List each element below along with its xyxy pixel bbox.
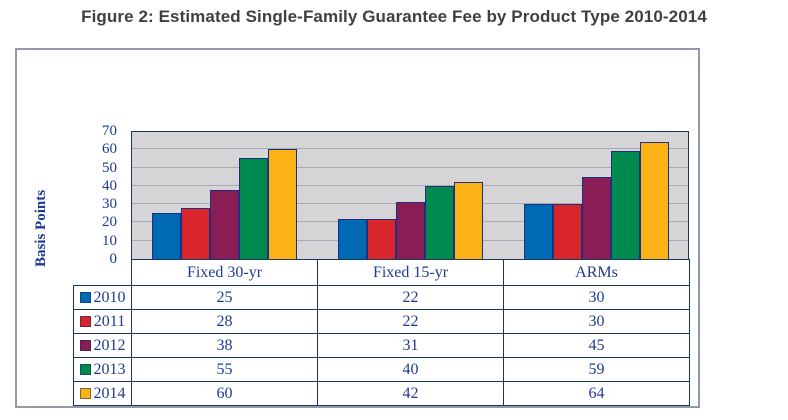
legend-year-label: 2012 <box>93 336 126 354</box>
value-cell-2014-arms: 64 <box>503 381 690 406</box>
bar-2010-fixed-15-yr <box>337 219 367 259</box>
table-row-2013: 2013 55 40 59 <box>73 357 690 382</box>
figure-box: Basis Points Fixed 30-yr Fixed 15-yr ARMs 2… <box>15 48 700 408</box>
bar-group-fixed-30-yr <box>131 131 317 259</box>
legend-year-label: 2011 <box>93 312 126 330</box>
legend-swatch-2010 <box>79 291 91 303</box>
figure-title: Figure 2: Estimated Single-Family Guaran… <box>81 7 707 26</box>
value-cell-2013-fixed-30-yr: 55 <box>131 357 318 382</box>
value-cell-2011-fixed-15-yr: 22 <box>317 309 504 334</box>
legend-year-label: 2013 <box>93 360 126 378</box>
value-cell-2011-arms: 30 <box>503 309 690 334</box>
bar-2014-arms <box>639 142 669 259</box>
legend-cell-2011: 2011 <box>73 309 132 334</box>
legend-swatch-2013 <box>79 363 91 375</box>
bar-group-arms <box>503 131 689 259</box>
y-tick-label: 40 <box>102 177 117 194</box>
gridline <box>132 184 688 186</box>
column-header-fixed-30-yr: Fixed 30-yr <box>131 259 318 286</box>
table-row-2011: 2011 28 22 30 <box>73 309 690 334</box>
value-cell-2012-fixed-30-yr: 38 <box>131 333 318 358</box>
legend-cell-2013: 2013 <box>73 357 132 382</box>
bar-2011-fixed-15-yr <box>366 219 396 259</box>
value-cell-2012-fixed-15-yr: 31 <box>317 333 504 358</box>
value-cell-2011-fixed-30-yr: 28 <box>131 309 318 334</box>
data-table: Fixed 30-yr Fixed 15-yr ARMs 2010 25 22 30 2011… <box>73 259 690 406</box>
legend-year-label: 2014 <box>93 384 126 402</box>
bar-2010-arms <box>523 204 553 259</box>
value-cell-2010-fixed-15-yr: 22 <box>317 285 504 310</box>
value-cell-2014-fixed-15-yr: 42 <box>317 381 504 406</box>
legend-year-label: 2010 <box>93 288 126 306</box>
legend-cell-2014: 2014 <box>73 381 132 406</box>
y-tick-label: 70 <box>102 123 117 139</box>
bar-2013-fixed-15-yr <box>424 186 454 259</box>
value-cell-2014-fixed-30-yr: 60 <box>131 381 318 406</box>
value-cell-2013-fixed-15-yr: 40 <box>317 357 504 382</box>
legend-swatch-2014 <box>79 387 91 399</box>
legend-cell-2012: 2012 <box>73 333 132 358</box>
table-row-2012: 2012 38 31 45 <box>73 333 690 358</box>
y-tick-label: 20 <box>102 214 117 231</box>
y-tick-label: 10 <box>102 232 117 249</box>
table-row-2010: 2010 25 22 30 <box>73 285 690 310</box>
y-tick-label: 60 <box>102 141 117 158</box>
value-cell-2013-arms: 59 <box>503 357 690 382</box>
bar-2012-fixed-15-yr <box>395 202 425 259</box>
legend-cell-2010: 2010 <box>73 285 132 310</box>
column-header-arms: ARMs <box>503 259 690 286</box>
bar-2010-fixed-30-yr <box>151 213 181 259</box>
bar-group-fixed-15-yr <box>317 131 503 259</box>
legend-swatch-2011 <box>79 315 91 327</box>
column-header-fixed-15-yr: Fixed 15-yr <box>317 259 504 286</box>
bar-2014-fixed-30-yr <box>267 149 297 259</box>
table-header-row: Fixed 30-yr Fixed 15-yr ARMs <box>74 259 690 286</box>
gridline <box>132 148 688 150</box>
value-cell-2010-arms: 30 <box>503 285 690 310</box>
y-tick-label: 50 <box>102 159 117 176</box>
gridline <box>132 166 688 168</box>
value-cell-2012-arms: 45 <box>503 333 690 358</box>
bar-2014-fixed-15-yr <box>453 182 483 259</box>
legend-swatch-2012 <box>79 339 91 351</box>
bar-2011-arms <box>552 204 582 259</box>
bar-2011-fixed-30-yr <box>180 208 210 259</box>
bar-2013-fixed-30-yr <box>238 158 268 259</box>
bar-2013-arms <box>610 151 640 259</box>
y-tick-label: 0 <box>109 251 118 267</box>
bar-2012-arms <box>581 177 611 259</box>
value-cell-2010-fixed-30-yr: 25 <box>131 285 318 310</box>
table-row-2014: 2014 60 42 64 <box>73 381 690 406</box>
bar-2012-fixed-30-yr <box>209 190 239 259</box>
y-tick-label: 30 <box>102 196 117 213</box>
